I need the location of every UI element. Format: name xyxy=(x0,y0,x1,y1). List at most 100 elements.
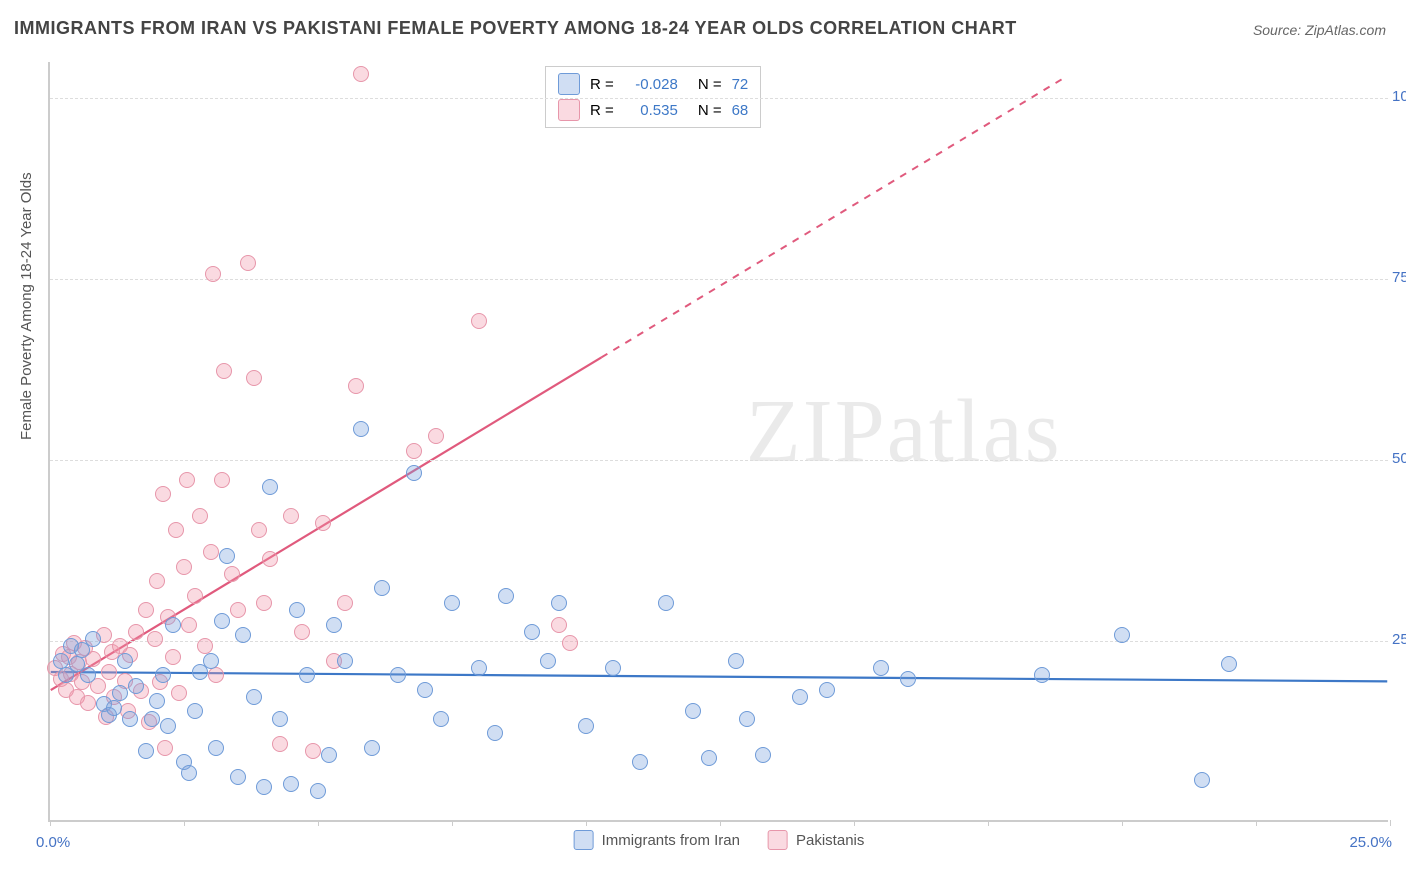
data-point-iran xyxy=(819,682,835,698)
data-point-iran xyxy=(165,617,181,633)
data-point-iran xyxy=(685,703,701,719)
watermark: ZIPatlas xyxy=(746,380,1062,483)
legend-item-iran: Immigrants from Iran xyxy=(574,830,740,850)
y-tick-label: 75.0% xyxy=(1392,269,1406,286)
data-point-iran xyxy=(873,660,889,676)
gridline xyxy=(50,460,1388,461)
data-point-iran xyxy=(230,769,246,785)
stats-legend: R = -0.028 N = 72 R = 0.535 N = 68 xyxy=(545,66,761,128)
data-point-iran xyxy=(1194,772,1210,788)
data-point-iran xyxy=(632,754,648,770)
data-point-iran xyxy=(203,653,219,669)
data-point-iran xyxy=(160,718,176,734)
data-point-pak xyxy=(230,602,246,618)
data-point-pak xyxy=(251,522,267,538)
data-point-pak xyxy=(101,664,117,680)
data-point-iran xyxy=(390,667,406,683)
data-point-pak xyxy=(165,649,181,665)
data-point-iran xyxy=(900,671,916,687)
data-point-iran xyxy=(417,682,433,698)
data-point-iran xyxy=(272,711,288,727)
data-point-iran xyxy=(106,700,122,716)
source-attribution: Source: ZipAtlas.com xyxy=(1253,22,1386,38)
x-axis-min-label: 0.0% xyxy=(36,834,70,851)
data-point-iran xyxy=(283,776,299,792)
data-point-pak xyxy=(171,685,187,701)
swatch-iran xyxy=(558,73,580,95)
data-point-pak xyxy=(149,573,165,589)
data-point-iran xyxy=(246,689,262,705)
legend-item-pak: Pakistanis xyxy=(768,830,864,850)
stats-r-label: R = xyxy=(590,102,614,119)
data-point-pak xyxy=(155,486,171,502)
swatch-pak xyxy=(558,99,580,121)
data-point-iran xyxy=(498,588,514,604)
data-point-iran xyxy=(256,779,272,795)
data-point-iran xyxy=(321,747,337,763)
chart-title: IMMIGRANTS FROM IRAN VS PAKISTANI FEMALE… xyxy=(14,18,1017,39)
y-tick-label: 25.0% xyxy=(1392,631,1406,648)
data-point-iran xyxy=(551,595,567,611)
data-point-pak xyxy=(551,617,567,633)
swatch-iran xyxy=(574,830,594,850)
data-point-pak xyxy=(272,736,288,752)
data-point-pak xyxy=(168,522,184,538)
y-tick-label: 50.0% xyxy=(1392,450,1406,467)
plot-area: ZIPatlas R = -0.028 N = 72 R = 0.535 N =… xyxy=(48,62,1388,822)
x-tick-mark xyxy=(50,820,51,826)
data-point-iran xyxy=(337,653,353,669)
data-point-pak xyxy=(205,266,221,282)
data-point-iran xyxy=(524,624,540,640)
stats-legend-row-pak: R = 0.535 N = 68 xyxy=(558,99,748,121)
data-point-iran xyxy=(326,617,342,633)
data-point-iran xyxy=(144,711,160,727)
stats-n-value-pak: 68 xyxy=(732,102,749,119)
data-point-iran xyxy=(658,595,674,611)
data-point-iran xyxy=(1114,627,1130,643)
stats-n-label: N = xyxy=(698,102,722,119)
data-point-pak xyxy=(337,595,353,611)
stats-r-label: R = xyxy=(590,76,614,93)
data-point-iran xyxy=(262,479,278,495)
data-point-pak xyxy=(214,472,230,488)
data-point-iran xyxy=(1034,667,1050,683)
data-point-iran xyxy=(471,660,487,676)
data-point-iran xyxy=(433,711,449,727)
stats-legend-row-iran: R = -0.028 N = 72 xyxy=(558,73,748,95)
x-tick-mark xyxy=(1390,820,1391,826)
data-point-iran xyxy=(792,689,808,705)
data-point-iran xyxy=(181,765,197,781)
data-point-iran xyxy=(85,631,101,647)
x-tick-mark xyxy=(452,820,453,826)
x-axis-max-label: 25.0% xyxy=(1349,834,1392,851)
data-point-pak xyxy=(138,602,154,618)
data-point-iran xyxy=(155,667,171,683)
data-point-iran xyxy=(289,602,305,618)
gridline xyxy=(50,279,1388,280)
data-point-pak xyxy=(256,595,272,611)
x-tick-mark xyxy=(1122,820,1123,826)
data-point-pak xyxy=(305,743,321,759)
trend-lines xyxy=(50,62,1388,820)
stats-n-label: N = xyxy=(698,76,722,93)
data-point-iran xyxy=(112,685,128,701)
data-point-pak xyxy=(176,559,192,575)
data-point-pak xyxy=(262,551,278,567)
stats-n-value-iran: 72 xyxy=(732,76,749,93)
swatch-pak xyxy=(768,830,788,850)
data-point-iran xyxy=(80,667,96,683)
data-point-pak xyxy=(224,566,240,582)
data-point-iran xyxy=(214,613,230,629)
x-tick-mark xyxy=(1256,820,1257,826)
data-point-iran xyxy=(128,678,144,694)
data-point-iran xyxy=(1221,656,1237,672)
data-point-iran xyxy=(364,740,380,756)
data-point-pak xyxy=(562,635,578,651)
stats-r-value-pak: 0.535 xyxy=(624,102,678,119)
gridline xyxy=(50,641,1388,642)
data-point-iran xyxy=(701,750,717,766)
data-point-pak xyxy=(315,515,331,531)
data-point-iran xyxy=(755,747,771,763)
data-point-pak xyxy=(128,624,144,640)
data-point-iran xyxy=(122,711,138,727)
